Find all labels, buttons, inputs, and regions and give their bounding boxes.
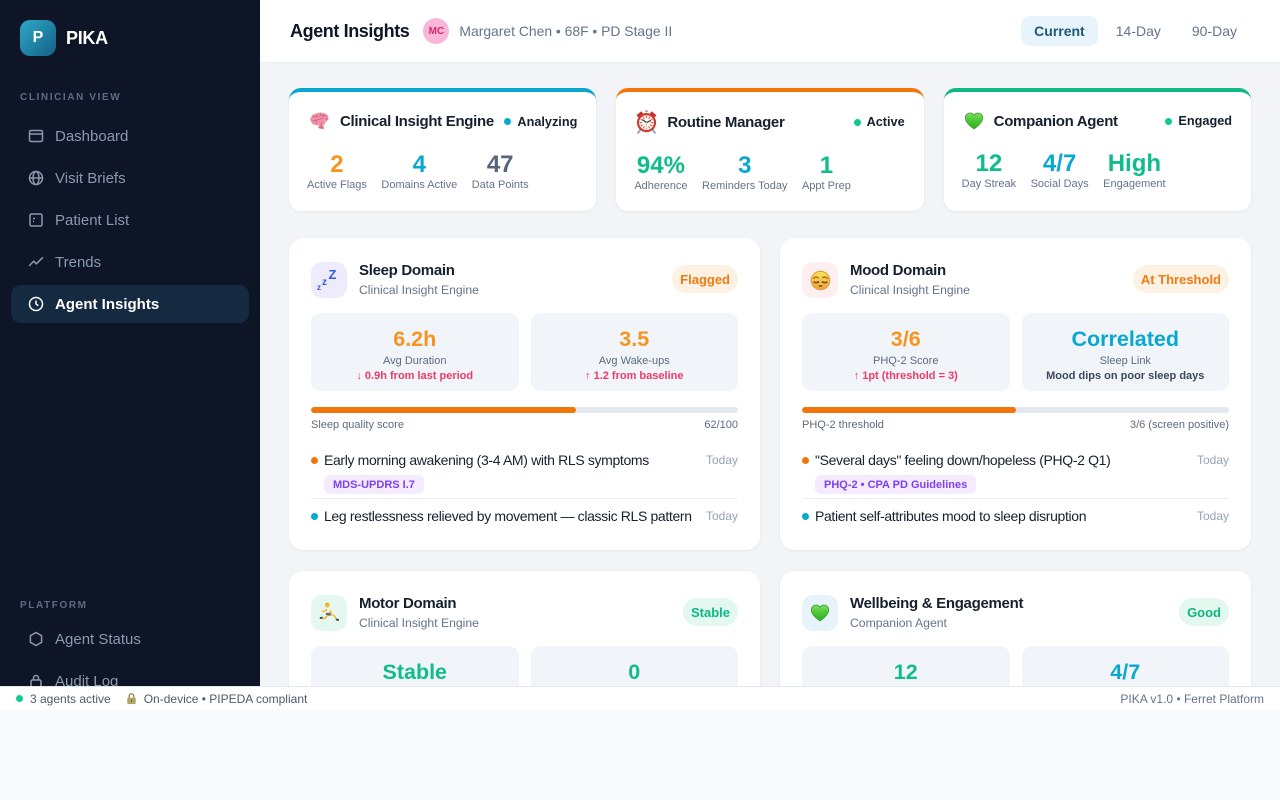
svg-text:z: z: [322, 277, 327, 288]
svg-text:z: z: [317, 283, 321, 292]
svg-text:Z: Z: [329, 267, 337, 282]
